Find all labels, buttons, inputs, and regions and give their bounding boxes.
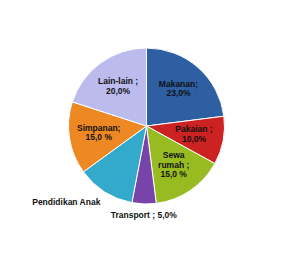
- svg-text:Makanan;23,0%: Makanan;23,0%: [159, 79, 198, 99]
- svg-text:Pakaian ;10,0%: Pakaian ;10,0%: [175, 125, 212, 145]
- svg-text:Transport ; 5,0%: Transport ; 5,0%: [111, 210, 178, 220]
- svg-text:Pendidikan Anak: Pendidikan Anak: [32, 197, 100, 207]
- svg-text:Sewarumah ;15,0 %: Sewarumah ;15,0 %: [158, 151, 189, 180]
- svg-text:Lain-lain ;20,0%: Lain-lain ;20,0%: [98, 76, 138, 96]
- svg-text:Simpanan;15,0 %: Simpanan;15,0 %: [77, 123, 121, 143]
